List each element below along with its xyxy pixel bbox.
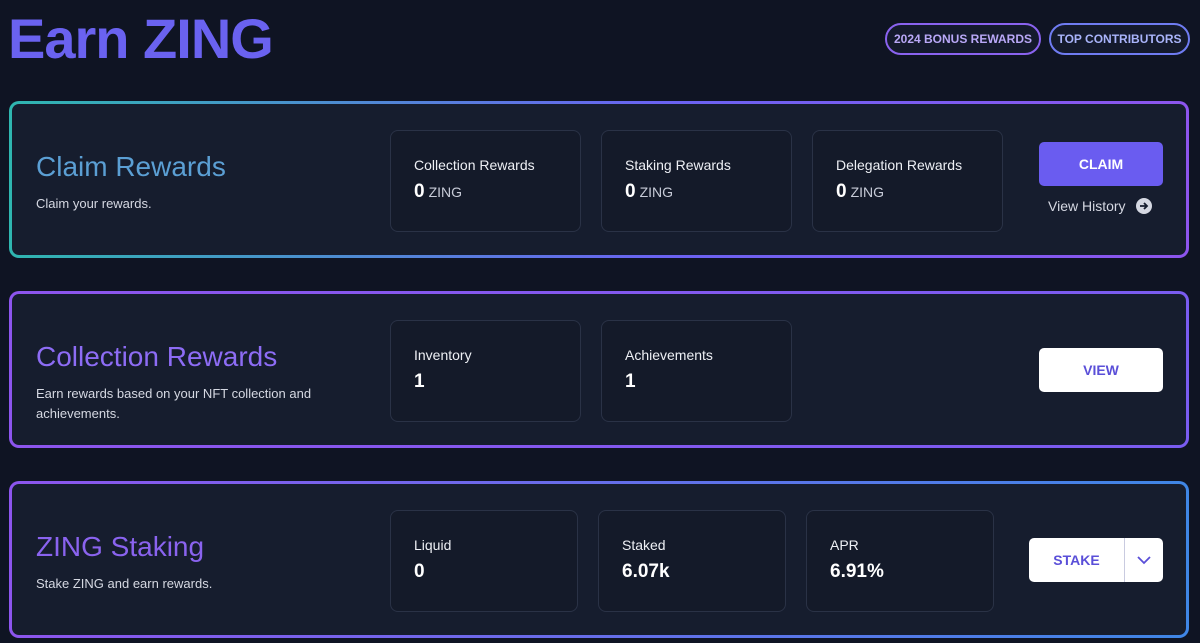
stat-label: Liquid [414,537,452,553]
section-title: Claim Rewards [36,151,226,182]
section-description: Earn rewards based on your NFT collectio… [36,386,312,421]
stat-label: Staking Rewards [625,157,731,173]
stat-label: Collection Rewards [414,157,535,173]
stat-value-row: 0 ZING [836,181,884,203]
stat-box: Staking Rewards 0 ZING [601,130,792,232]
stat-value: 6.07k [622,561,670,582]
stat-value-row: 0 [414,561,425,583]
stat-value-row: 1 [414,371,425,393]
stat-value: 0 [836,181,847,202]
contributors-button[interactable]: TOP CONTRIBUTORS [1049,23,1190,55]
chevron-icon [1137,556,1151,565]
stat-value: 6.91% [830,561,884,582]
stat-value-row: 1 [625,371,636,393]
stat-unit: ZING [850,184,885,200]
stake-dropdown[interactable] [1124,538,1163,582]
stat-value: 0 [414,561,425,582]
stat-value: 1 [414,371,425,392]
view-button[interactable]: VIEW [1039,348,1163,392]
stake-button[interactable]: STAKE [1029,538,1124,582]
stat-value-row: 6.91% [830,561,884,583]
history-link[interactable]: View History [1048,198,1152,214]
stat-value: 0 [414,181,425,202]
stat-label: Delegation Rewards [836,157,963,173]
stat-value-row: 6.07k [622,561,670,583]
arrow-icon [1135,198,1152,214]
stat-unit: ZING [639,184,674,200]
bonus-button[interactable]: 2024 BONUS REWARDS [885,23,1041,55]
collection-card: Collection Rewards Earn rewards based on… [9,291,1189,448]
stat-box: Collection Rewards 0 ZING [390,130,581,232]
page-title: Earn ZING [8,7,274,70]
stat-box: Achievements 1 [601,320,792,422]
stat-label: Achievements [625,347,713,363]
section-title: ZING Staking [36,531,205,562]
stat-box: Staked 6.07k [598,510,786,612]
stat-label: Staked [622,537,666,553]
stat-value: 0 [625,181,636,202]
section-title: Collection Rewards [36,341,278,372]
stat-value: 1 [625,371,636,392]
claim-button[interactable]: CLAIM [1039,142,1163,186]
stat-box: APR 6.91% [806,510,994,612]
stat-box: Liquid 0 [390,510,578,612]
stat-value-row: 0 ZING [414,181,462,203]
section-description: Claim your rewards. [36,196,152,211]
staking-card: ZING Staking Stake ZING and earn rewards… [9,481,1189,638]
stat-box: Delegation Rewards 0 ZING [812,130,1003,232]
stat-label: APR [830,537,859,553]
section-description: Stake ZING and earn rewards. [36,576,213,591]
claim-card: Claim Rewards Claim your rewards. CLAIM … [9,101,1189,258]
stat-label: Inventory [414,347,472,363]
stat-box: Inventory 1 [390,320,581,422]
stat-value-row: 0 ZING [625,181,673,203]
stat-unit: ZING [428,184,463,200]
link-text: View History [1048,198,1126,214]
